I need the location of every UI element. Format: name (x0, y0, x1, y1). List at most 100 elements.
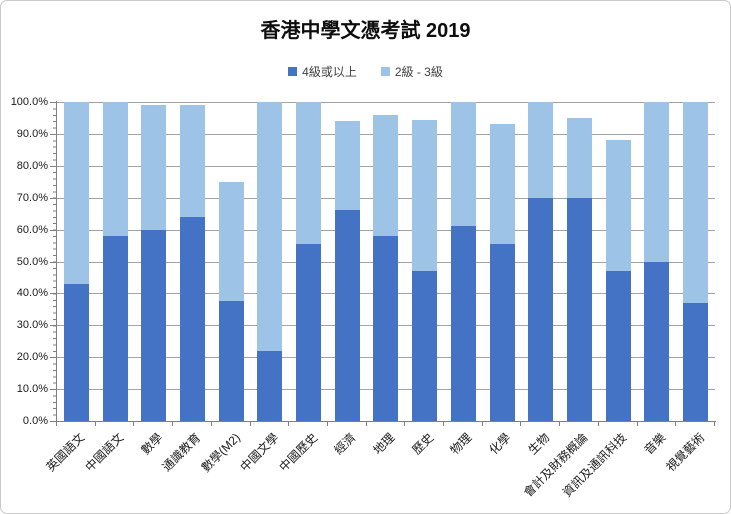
x-axis-label-cell: 物理 (444, 425, 483, 511)
x-axis-label: 生物 (525, 430, 553, 458)
bar-slot (560, 102, 599, 421)
y-axis-major-tick (50, 197, 56, 199)
stacked-bar (373, 102, 399, 421)
bar-segment-level2-3 (450, 102, 476, 227)
x-axis-label-cell: 歷史 (405, 425, 444, 511)
bar-segment-level4 (412, 271, 438, 421)
bar-segment-level4 (644, 261, 670, 421)
stacked-bar (179, 102, 205, 421)
y-axis-tick-label: 50.0% (16, 255, 48, 268)
stacked-bar (257, 102, 283, 421)
bar-segment-level4 (141, 229, 167, 421)
y-axis-tick-label: 80.0% (16, 159, 48, 172)
bar-segment-level2-3 (566, 117, 592, 198)
bar-segment-level2-3 (412, 119, 438, 272)
x-axis-tick (520, 422, 522, 426)
x-axis-label-cell: 視覺藝術 (663, 425, 715, 511)
legend-item-level4: 4級或以上 (288, 63, 357, 80)
stacked-bar (450, 102, 476, 421)
x-axis-tick (636, 422, 638, 426)
bar-segment-level4 (489, 243, 515, 421)
x-axis-tick (288, 422, 290, 426)
bar-segment-level4 (218, 301, 244, 421)
y-axis-major-tick (50, 357, 56, 359)
y-axis-tick-label: 20.0% (16, 351, 48, 364)
stacked-bar (566, 102, 592, 421)
bar-slot (134, 102, 173, 421)
x-axis-label-cell: 經濟 (328, 425, 367, 511)
stacked-bar (218, 102, 244, 421)
legend-swatch-level2-3-icon (380, 67, 390, 76)
x-axis-label: 地理 (370, 430, 398, 458)
x-axis-line (56, 421, 716, 422)
bar-segment-level2-3 (218, 181, 244, 302)
bar-segment-level4 (257, 350, 283, 421)
x-axis-label: 數學 (138, 430, 166, 458)
x-axis-label: 經濟 (331, 430, 359, 458)
y-axis-tick-label: 10.0% (16, 383, 48, 396)
bar-segment-level2-3 (683, 102, 709, 303)
bar-slot (367, 102, 406, 421)
bar-slot (405, 102, 444, 421)
x-axis-tick (714, 422, 715, 426)
x-axis-label-cell: 化學 (483, 425, 522, 511)
x-axis-label: 歷史 (409, 430, 437, 458)
bar-slot (212, 102, 251, 421)
bar-segment-level2-3 (605, 140, 631, 272)
stacked-bar (489, 102, 515, 421)
x-axis-label-cell: 中國歷史 (276, 425, 328, 511)
y-axis-major-tick (50, 165, 56, 167)
stacked-bar (683, 102, 709, 421)
x-axis-label-cell: 資訊及通訊科技 (560, 425, 638, 511)
y-axis-tick-label: 30.0% (16, 319, 48, 332)
x-axis-label: 音樂 (641, 430, 669, 458)
x-axis-tick (404, 422, 406, 426)
stacked-bar (102, 102, 128, 421)
bar-segment-level4 (528, 197, 554, 421)
x-axis-tick (365, 422, 367, 426)
y-axis-tick-label: 90.0% (16, 127, 48, 140)
gridline (57, 102, 715, 103)
plot-area (57, 102, 715, 421)
y-axis-tick-label: 100.0% (10, 96, 48, 108)
bar-slot (444, 102, 483, 421)
bar-segment-level2-3 (373, 114, 399, 236)
bar-segment-level2-3 (489, 124, 515, 244)
bar-segment-level4 (683, 302, 709, 421)
y-axis-major-tick (50, 325, 56, 327)
y-axis-major-tick (50, 421, 56, 422)
stacked-bar (141, 102, 167, 421)
x-axis-tick (56, 422, 57, 426)
bar-slot (57, 102, 96, 421)
x-axis-tick (443, 422, 445, 426)
bar-slot (521, 102, 560, 421)
bar-segment-level2-3 (296, 102, 322, 244)
x-axis-tick (94, 422, 96, 426)
x-axis-tick (675, 422, 677, 426)
legend-swatch-level4-icon (288, 67, 298, 76)
bar-segment-level4 (334, 210, 360, 421)
bar-segment-level2-3 (179, 105, 205, 217)
stacked-bar (63, 102, 89, 421)
y-axis-tick-label: 70.0% (16, 191, 48, 204)
bar-segment-level4 (450, 226, 476, 421)
stacked-bar (412, 102, 438, 421)
bar-segment-level2-3 (644, 102, 670, 262)
bar-slot (251, 102, 290, 421)
bar-slot (638, 102, 677, 421)
y-axis-line (56, 101, 57, 422)
legend-label-level4: 4級或以上 (302, 65, 357, 79)
bar-segment-level4 (566, 197, 592, 421)
stacked-bar (605, 102, 631, 421)
x-axis-label: 物理 (447, 430, 475, 458)
bar-segment-level2-3 (102, 102, 128, 236)
x-axis-tick (559, 422, 561, 426)
bar-slot (599, 102, 638, 421)
bar-segment-level2-3 (257, 102, 283, 351)
legend-label-level2-3: 2級 - 3級 (394, 65, 443, 79)
y-axis-major-tick (50, 261, 56, 263)
bar-segment-level2-3 (141, 105, 167, 230)
y-axis-major-tick (50, 293, 56, 295)
stacked-bar (528, 102, 554, 421)
x-axis-tick (597, 422, 599, 426)
